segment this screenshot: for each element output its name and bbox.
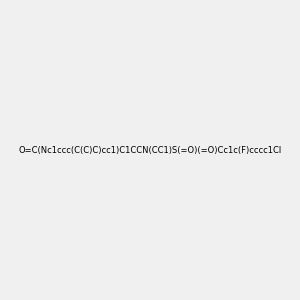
Text: O=C(Nc1ccc(C(C)C)cc1)C1CCN(CC1)S(=O)(=O)Cc1c(F)cccc1Cl: O=C(Nc1ccc(C(C)C)cc1)C1CCN(CC1)S(=O)(=O)… — [18, 146, 282, 154]
